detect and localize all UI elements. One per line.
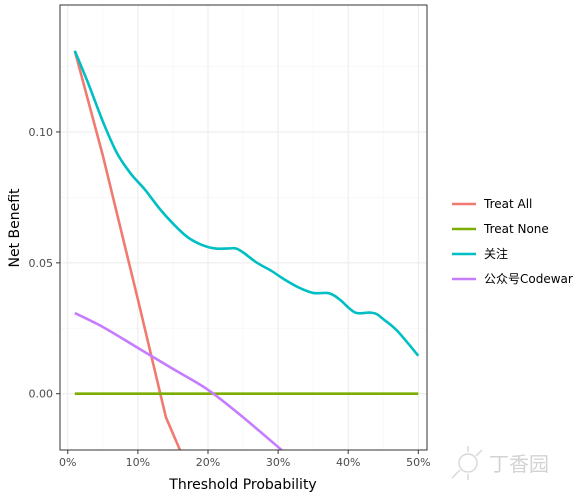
series-line-4 — [74, 311, 283, 450]
legend-label-4: 公众号Codewar — [484, 272, 573, 286]
x-tick-label: 30% — [266, 456, 290, 469]
watermark-text: 丁香园 — [489, 452, 549, 476]
watermark: 丁香园 — [451, 446, 549, 480]
grid-minor — [60, 5, 427, 450]
y-tick-label: 0.00 — [29, 388, 54, 401]
x-tick-label: 50% — [406, 456, 430, 469]
y-tick-label: 0.10 — [29, 126, 54, 139]
x-tick-label: 20% — [196, 456, 220, 469]
watermark-logo-icon — [451, 446, 483, 480]
y-tick-label: 0.05 — [29, 257, 54, 270]
axis-ticks: 0% 10% 20% 30% 40% 50% 0.00 0.05 0.10 — [29, 126, 431, 469]
series-line-1 — [73, 50, 182, 450]
grid-major — [60, 5, 427, 450]
x-tick-label: 10% — [126, 456, 150, 469]
series-layer — [73, 50, 420, 450]
legend-label-3: 关注 — [484, 246, 508, 261]
legend-label-2: Treat None — [483, 222, 549, 236]
x-tick-label: 0% — [59, 456, 76, 469]
plot-panel-border — [59, 4, 428, 451]
x-axis-title: Threshold Probability — [168, 477, 316, 493]
x-tick-label: 40% — [336, 456, 360, 469]
y-axis-title: Net Benefit — [7, 188, 23, 268]
series-line-3 — [73, 50, 420, 357]
legend-label-1: Treat All — [483, 197, 532, 211]
